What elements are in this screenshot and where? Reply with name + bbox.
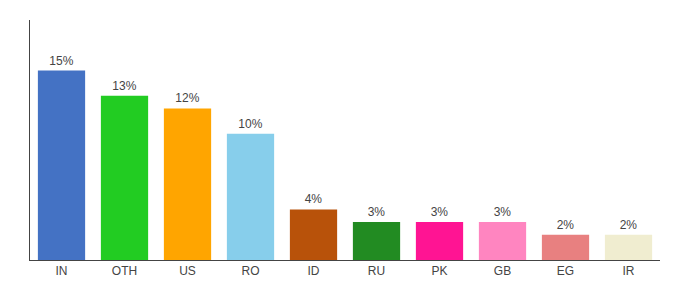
svg-text:12%: 12% [175, 91, 199, 105]
svg-text:PK: PK [431, 264, 447, 278]
svg-text:3%: 3% [431, 205, 449, 219]
svg-text:3%: 3% [494, 205, 512, 219]
svg-text:EG: EG [557, 264, 574, 278]
svg-text:2%: 2% [620, 218, 638, 232]
svg-text:10%: 10% [238, 117, 262, 131]
svg-text:4%: 4% [305, 192, 323, 206]
svg-text:RO: RO [242, 264, 260, 278]
svg-text:IR: IR [623, 264, 635, 278]
svg-text:OTH: OTH [112, 264, 137, 278]
svg-text:13%: 13% [112, 79, 136, 93]
svg-text:15%: 15% [49, 54, 73, 68]
svg-text:2%: 2% [557, 218, 575, 232]
svg-text:GB: GB [494, 264, 511, 278]
svg-text:IN: IN [56, 264, 68, 278]
svg-text:3%: 3% [368, 205, 386, 219]
svg-text:US: US [179, 264, 196, 278]
svg-text:RU: RU [368, 264, 385, 278]
svg-text:ID: ID [308, 264, 320, 278]
